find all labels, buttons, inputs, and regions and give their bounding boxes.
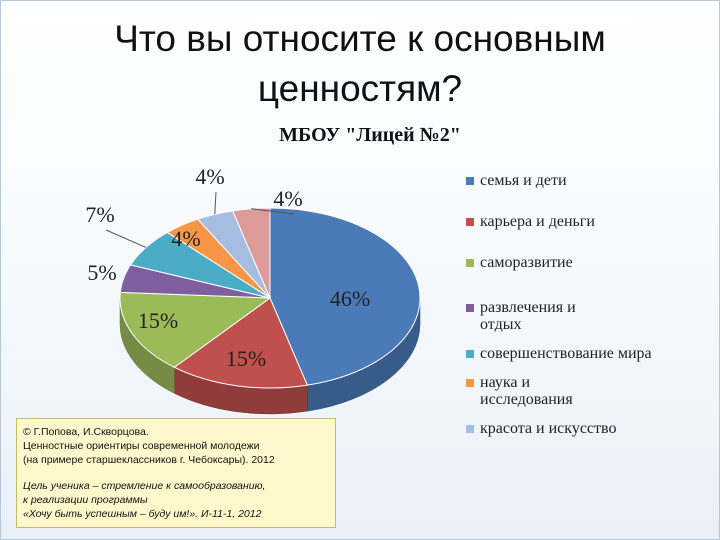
legend-item: красота и искусство xyxy=(466,420,686,437)
pie-data-labels: 46% 15% 15% 5% 7% 4% 4% 4% xyxy=(85,164,370,371)
pie-slice xyxy=(269,207,421,386)
pie-data-label: 4% xyxy=(273,186,302,211)
citation-title: Ценностные ориентиры современной молодеж… xyxy=(23,440,260,452)
legend-swatch xyxy=(466,177,474,185)
pie-data-label: 5% xyxy=(87,260,116,285)
pie-data-label: 15% xyxy=(226,346,266,371)
slide-title-line-1: Что вы относите к основным xyxy=(114,18,606,59)
legend-label: совершенствование мира xyxy=(480,345,652,362)
pie-data-label: 4% xyxy=(171,226,200,251)
pie-leader-line xyxy=(105,229,147,248)
legend-label: карьера и деньги xyxy=(480,213,595,230)
pie-data-label: 7% xyxy=(85,202,114,227)
legend-label: семья и дети xyxy=(480,172,567,189)
legend-swatch xyxy=(466,218,474,226)
legend-swatch xyxy=(466,379,474,387)
chart-legend: семья и дети карьера и деньги саморазвит… xyxy=(466,166,686,437)
citation-box: © Г.Попова, И.Скворцова. Ценностные орие… xyxy=(16,418,336,528)
pie-slice xyxy=(119,291,272,368)
legend-item: развлечения и отдых xyxy=(466,299,610,333)
chart-title: МБОУ "Лицей №2" xyxy=(279,124,461,146)
pie-leader-line xyxy=(214,191,217,215)
legend-item: наука и исследования xyxy=(466,374,610,408)
citation-note: Цель ученика – стремление к самообразова… xyxy=(23,480,266,492)
slide-title-line-2: ценностям? xyxy=(257,68,463,109)
citation-note: к реализации программы xyxy=(23,494,148,506)
citation-note: «Хочу быть успешным – буду им!». И-11-1,… xyxy=(23,508,262,520)
legend-item: совершенствование мира xyxy=(466,345,660,362)
pie-data-label: 4% xyxy=(195,164,224,189)
citation-authors: © Г.Попова, И.Скворцова. xyxy=(23,426,149,438)
legend-item: саморазвитие xyxy=(466,254,686,271)
legend-swatch xyxy=(466,259,474,267)
legend-swatch xyxy=(466,350,474,358)
pie-leader-line xyxy=(251,208,295,215)
pie-slice xyxy=(173,297,309,389)
legend-label: наука и исследования xyxy=(480,374,573,408)
legend-swatch xyxy=(466,425,474,433)
legend-item: карьера и деньги xyxy=(466,213,686,230)
legend-item: семья и дети xyxy=(466,172,686,189)
pie-leader-lines xyxy=(105,191,295,248)
pie-data-label: 15% xyxy=(138,308,178,333)
legend-label: развлечения и отдых xyxy=(480,299,576,333)
legend-label: саморазвитие xyxy=(480,254,573,271)
pie-slices-layer xyxy=(119,207,421,389)
slide-title: Что вы относите к основным ценностям? xyxy=(40,14,680,114)
pie-data-label: 46% xyxy=(330,286,370,311)
legend-label: красота и искусство xyxy=(480,420,617,437)
legend-swatch xyxy=(466,304,474,312)
citation-subtitle: (на примере старшеклассников г. Чебоксар… xyxy=(23,454,275,466)
